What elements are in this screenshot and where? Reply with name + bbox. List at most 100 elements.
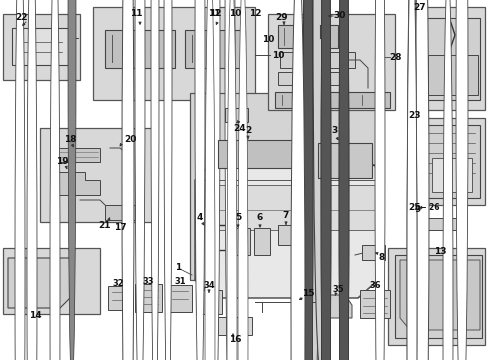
Ellipse shape	[204, 0, 215, 360]
Bar	[278, 25, 337, 48]
Bar	[414, 7, 484, 110]
Text: 24: 24	[233, 123, 246, 132]
Text: 10: 10	[261, 36, 274, 45]
Bar	[135, 284, 162, 312]
Text: 5: 5	[234, 213, 241, 222]
Bar	[196, 290, 222, 314]
Bar	[414, 118, 484, 205]
Bar	[105, 30, 175, 68]
Text: 18: 18	[63, 135, 76, 144]
Ellipse shape	[303, 0, 312, 360]
Ellipse shape	[406, 0, 416, 360]
Ellipse shape	[209, 0, 220, 360]
Ellipse shape	[338, 0, 348, 360]
Ellipse shape	[374, 0, 384, 360]
Text: 3: 3	[331, 126, 337, 135]
Bar	[278, 72, 339, 85]
Bar	[224, 108, 247, 122]
Bar	[387, 248, 484, 345]
Text: 10: 10	[228, 9, 241, 18]
Text: 11: 11	[129, 9, 142, 18]
Ellipse shape	[442, 0, 452, 360]
Bar	[184, 30, 244, 68]
Ellipse shape	[135, 0, 145, 360]
Bar	[359, 290, 389, 318]
Bar	[93, 7, 254, 100]
Text: 19: 19	[56, 157, 68, 166]
Text: 21: 21	[99, 220, 111, 230]
Ellipse shape	[414, 0, 428, 360]
Bar	[168, 285, 192, 312]
Polygon shape	[399, 260, 479, 330]
Ellipse shape	[224, 0, 235, 360]
Ellipse shape	[455, 0, 467, 360]
Ellipse shape	[290, 0, 305, 360]
Bar	[227, 228, 249, 255]
Ellipse shape	[406, 0, 416, 360]
Text: 12: 12	[248, 9, 261, 18]
Text: 12: 12	[208, 9, 221, 18]
Bar	[40, 128, 155, 222]
Ellipse shape	[338, 0, 348, 360]
Text: 6: 6	[256, 213, 263, 222]
Ellipse shape	[416, 0, 426, 360]
Polygon shape	[325, 295, 351, 318]
Text: 20: 20	[123, 135, 136, 144]
Bar	[3, 248, 100, 314]
Text: 9: 9	[414, 206, 420, 215]
Text: 11: 11	[207, 9, 220, 18]
Bar	[105, 205, 135, 220]
Text: 17: 17	[113, 224, 126, 233]
Polygon shape	[8, 258, 70, 308]
Ellipse shape	[416, 0, 426, 360]
Text: 4: 4	[196, 213, 203, 222]
Text: 34: 34	[203, 280, 214, 289]
Polygon shape	[55, 172, 100, 195]
Text: 30: 30	[333, 12, 346, 21]
Text: 14: 14	[29, 311, 41, 320]
Bar	[209, 185, 374, 230]
Bar	[361, 245, 384, 260]
Bar	[427, 55, 477, 95]
Bar	[55, 148, 100, 162]
Bar	[218, 140, 299, 168]
Text: 31: 31	[174, 276, 185, 285]
Bar	[253, 228, 269, 255]
Text: 33: 33	[142, 276, 153, 285]
Bar	[274, 92, 389, 108]
Ellipse shape	[304, 0, 319, 360]
Bar	[431, 158, 471, 192]
Text: 1: 1	[175, 264, 181, 273]
Ellipse shape	[163, 0, 172, 360]
Ellipse shape	[68, 0, 76, 360]
Ellipse shape	[238, 0, 247, 360]
Bar	[419, 125, 479, 198]
Text: 22: 22	[16, 13, 28, 22]
Text: 10: 10	[271, 50, 284, 59]
Text: 25: 25	[408, 203, 420, 212]
Bar	[3, 14, 80, 80]
Bar	[317, 143, 371, 178]
Text: 32: 32	[112, 279, 123, 288]
Ellipse shape	[15, 0, 25, 360]
Ellipse shape	[27, 0, 37, 360]
Ellipse shape	[151, 0, 159, 360]
Text: 29: 29	[275, 13, 288, 22]
Ellipse shape	[320, 0, 330, 360]
Bar	[394, 255, 481, 338]
Bar	[280, 52, 354, 68]
Ellipse shape	[303, 0, 312, 360]
Bar	[292, 167, 369, 218]
Text: 27: 27	[413, 4, 426, 13]
Text: 15: 15	[301, 288, 314, 297]
Ellipse shape	[226, 0, 237, 360]
Bar	[278, 225, 297, 245]
Ellipse shape	[320, 0, 330, 360]
Text: 35: 35	[331, 285, 343, 294]
Text: 2: 2	[244, 126, 251, 135]
Bar	[218, 317, 251, 335]
Text: 13: 13	[433, 248, 446, 256]
Ellipse shape	[195, 0, 204, 360]
Text: 8: 8	[378, 253, 385, 262]
Text: 23: 23	[408, 111, 420, 120]
